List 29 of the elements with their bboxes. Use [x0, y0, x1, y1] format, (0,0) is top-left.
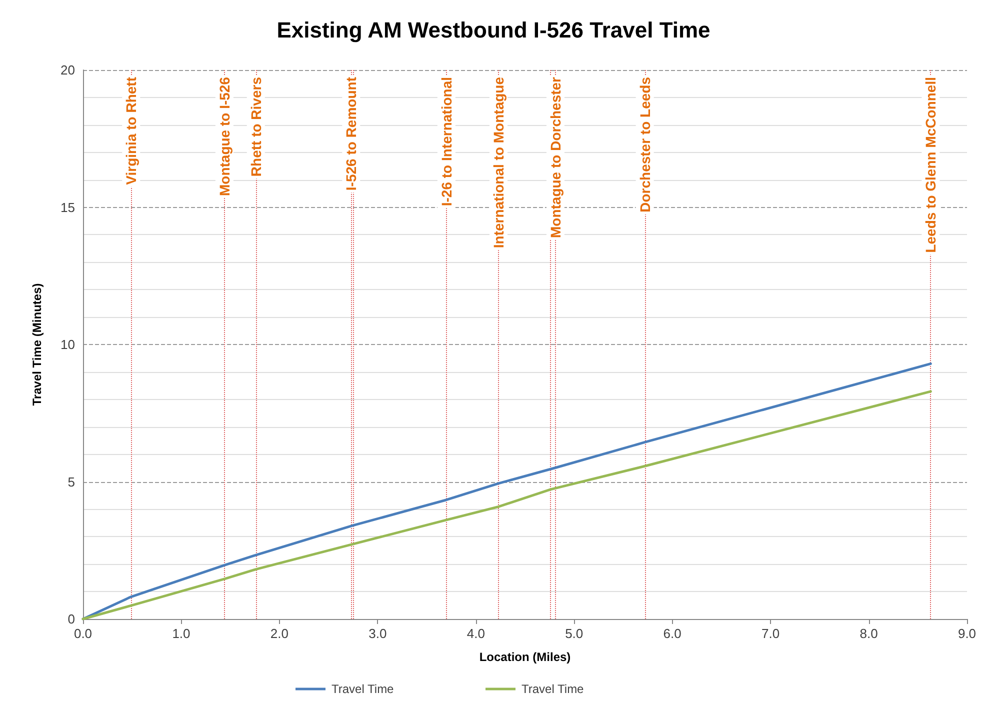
x-tick-label: 6.0: [663, 626, 682, 641]
x-tick-label: 5.0: [565, 626, 584, 641]
x-tick-label: 0.0: [74, 626, 92, 641]
ref-line-label: Virginia to Rhett: [123, 76, 140, 185]
legend-label: Travel Time: [522, 682, 584, 696]
x-tick-label: 1.0: [172, 626, 190, 641]
x-tick-label: 9.0: [958, 626, 976, 641]
y-axis-title: Travel Time (Minutes): [30, 283, 44, 406]
x-axis-title: Location (Miles): [479, 650, 571, 664]
ref-line-label: Dorchester to Leeds: [636, 76, 653, 212]
y-tick-label: 5: [68, 474, 75, 490]
x-tick-label: 3.0: [368, 626, 387, 641]
x-tick-label: 2.0: [270, 626, 288, 641]
y-tick-label: 15: [60, 200, 75, 215]
legend-label: Travel Time: [332, 682, 394, 696]
ref-line-label: International to Montague: [490, 76, 506, 248]
x-tick-label: 8.0: [860, 626, 878, 641]
y-tick-label: 0: [68, 612, 75, 626]
x-tick-label: 7.0: [762, 626, 780, 641]
ref-line-label: Rhett to Rivers: [248, 76, 264, 177]
ref-line-label: Montague to Dorchester: [547, 76, 564, 238]
ref-line-label: I-526 to Remount: [343, 76, 360, 191]
y-tick-label: 20: [60, 62, 75, 78]
ref-line-label: Montague to I-526: [216, 76, 232, 196]
y-tick-label: 10: [60, 337, 75, 352]
ref-line-label: I-26 to International: [438, 77, 454, 206]
chart-title: Existing AM Westbound I-526 Travel Time: [276, 18, 710, 42]
x-tick-label: 4.0: [466, 626, 485, 641]
ref-line-label: Leeds to Glenn McConnell: [922, 77, 939, 253]
